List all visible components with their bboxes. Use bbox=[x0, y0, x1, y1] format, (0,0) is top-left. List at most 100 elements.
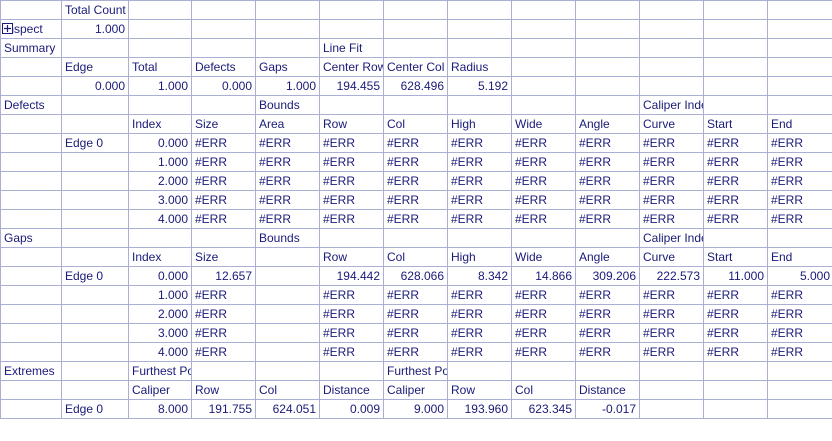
cell-summary-gaps[interactable]: 1.000 bbox=[255, 76, 320, 96]
cell-gaps-col[interactable]: #ERR bbox=[383, 304, 448, 324]
cell-gaps-angle[interactable]: #ERR bbox=[575, 323, 640, 343]
header-summary-edge[interactable]: Edge bbox=[61, 57, 129, 77]
cell-empty[interactable] bbox=[0, 285, 62, 305]
header-extremes-row-2[interactable]: Row bbox=[447, 380, 512, 400]
cell-empty[interactable] bbox=[703, 38, 768, 58]
cell-defects-curve[interactable]: #ERR bbox=[639, 152, 704, 172]
cell-empty[interactable] bbox=[191, 95, 256, 115]
cell-summary-defects[interactable]: 0.000 bbox=[191, 76, 256, 96]
table-row-inspect[interactable]: Inspect 1.000 bbox=[0, 19, 832, 39]
cell-gaps-wide[interactable]: #ERR bbox=[511, 323, 576, 343]
cell-empty[interactable] bbox=[0, 152, 62, 172]
cell-empty[interactable] bbox=[639, 0, 704, 20]
cell-defects-area[interactable]: #ERR bbox=[255, 209, 320, 229]
table-row-extremes-title[interactable]: Extremes Furthest Point 1 Furthest Point… bbox=[0, 361, 832, 381]
table-row[interactable]: Total Count bbox=[0, 0, 832, 20]
header-gaps-col[interactable]: Col bbox=[383, 247, 448, 267]
cell-defects-edge-label[interactable] bbox=[61, 152, 129, 172]
cell-defects-index[interactable]: 2.000 bbox=[128, 171, 192, 191]
cell-gaps-end[interactable]: #ERR bbox=[767, 323, 832, 343]
cell-defects-area[interactable]: #ERR bbox=[255, 171, 320, 191]
cell-gaps-size[interactable]: 12.657 bbox=[191, 266, 256, 286]
cell-empty[interactable] bbox=[639, 380, 704, 400]
table-row[interactable]: 3.000 #ERR #ERR #ERR #ERR #ERR #ERR #ERR… bbox=[0, 190, 832, 210]
cell-extremes-distance-1[interactable]: 0.009 bbox=[319, 399, 384, 419]
cell-inspect-label[interactable]: Inspect bbox=[0, 19, 62, 39]
cell-gaps-end[interactable]: 5.000 bbox=[767, 266, 832, 286]
header-gaps-size[interactable]: Size bbox=[191, 247, 256, 267]
inspection-results-grid[interactable]: Total Count Inspect 1.000 bbox=[0, 0, 832, 419]
cell-gaps-edge-label[interactable] bbox=[61, 323, 129, 343]
cell-empty[interactable] bbox=[575, 76, 640, 96]
cell-empty[interactable] bbox=[575, 57, 640, 77]
cell-empty[interactable] bbox=[128, 95, 192, 115]
cell-gaps-area[interactable] bbox=[255, 285, 320, 305]
cell-defects-wide[interactable]: #ERR bbox=[511, 152, 576, 172]
cell-defects-edge-label[interactable] bbox=[61, 190, 129, 210]
cell-defects-end[interactable]: #ERR bbox=[767, 209, 832, 229]
cell-defects-angle[interactable]: #ERR bbox=[575, 190, 640, 210]
cell-defects-col[interactable]: #ERR bbox=[383, 152, 448, 172]
cell-empty[interactable] bbox=[61, 247, 129, 267]
cell-line-fit-group-header[interactable]: Line Fit bbox=[319, 38, 384, 58]
cell-defects-high[interactable]: #ERR bbox=[447, 209, 512, 229]
cell-extremes-row-1[interactable]: 191.755 bbox=[191, 399, 256, 419]
cell-empty[interactable] bbox=[0, 209, 62, 229]
cell-gaps-index[interactable]: 2.000 bbox=[128, 304, 192, 324]
cell-defects-size[interactable]: #ERR bbox=[191, 152, 256, 172]
cell-summary-radius[interactable]: 5.192 bbox=[447, 76, 512, 96]
cell-defects-angle[interactable]: #ERR bbox=[575, 209, 640, 229]
cell-defects-angle[interactable]: #ERR bbox=[575, 171, 640, 191]
cell-defects-high[interactable]: #ERR bbox=[447, 190, 512, 210]
cell-gaps-row[interactable]: #ERR bbox=[319, 285, 384, 305]
header-gaps-wide[interactable]: Wide bbox=[511, 247, 576, 267]
cell-empty[interactable] bbox=[767, 228, 832, 248]
cell-gaps-start[interactable]: #ERR bbox=[703, 323, 768, 343]
cell-defects-end[interactable]: #ERR bbox=[767, 190, 832, 210]
cell-empty[interactable] bbox=[511, 38, 576, 58]
cell-defects-row[interactable]: #ERR bbox=[319, 209, 384, 229]
cell-gaps-start[interactable]: #ERR bbox=[703, 342, 768, 362]
cell-defects-end[interactable]: #ERR bbox=[767, 171, 832, 191]
cell-gaps-size[interactable]: #ERR bbox=[191, 304, 256, 324]
cell-defects-index[interactable]: 0.000 bbox=[128, 133, 192, 153]
cell-empty[interactable] bbox=[191, 38, 256, 58]
cell-gaps-col[interactable]: #ERR bbox=[383, 342, 448, 362]
cell-gaps-index[interactable]: 0.000 bbox=[128, 266, 192, 286]
cell-empty[interactable] bbox=[511, 0, 576, 20]
cell-extremes-label[interactable]: Extremes bbox=[0, 361, 62, 381]
header-defects-curve[interactable]: Curve bbox=[639, 114, 704, 134]
cell-empty[interactable] bbox=[767, 19, 832, 39]
cell-empty[interactable] bbox=[511, 76, 576, 96]
header-defects-end[interactable]: End bbox=[767, 114, 832, 134]
header-defects-index[interactable]: Index bbox=[128, 114, 192, 134]
cell-empty[interactable] bbox=[0, 342, 62, 362]
cell-gaps-edge-label[interactable] bbox=[61, 285, 129, 305]
table-row-summary-values[interactable]: 0.000 1.000 0.000 1.000 194.455 628.496 … bbox=[0, 76, 832, 96]
cell-empty[interactable] bbox=[128, 19, 192, 39]
cell-gaps-bounds-group-header[interactable]: Bounds bbox=[255, 228, 320, 248]
cell-empty[interactable] bbox=[0, 114, 62, 134]
cell-empty[interactable] bbox=[639, 361, 704, 381]
cell-gaps-curve[interactable]: #ERR bbox=[639, 323, 704, 343]
header-gaps-row[interactable]: Row bbox=[319, 247, 384, 267]
cell-empty[interactable] bbox=[767, 76, 832, 96]
cell-defects-angle[interactable]: #ERR bbox=[575, 133, 640, 153]
cell-gaps-col[interactable]: #ERR bbox=[383, 285, 448, 305]
cell-defects-edge-label[interactable] bbox=[61, 171, 129, 191]
cell-empty[interactable] bbox=[575, 0, 640, 20]
cell-defects-wide[interactable]: #ERR bbox=[511, 171, 576, 191]
cell-empty[interactable] bbox=[639, 399, 704, 419]
cell-empty[interactable] bbox=[703, 228, 768, 248]
cell-extremes-edge-label[interactable]: Edge 0 bbox=[61, 399, 129, 419]
cell-gaps-angle[interactable]: 309.206 bbox=[575, 266, 640, 286]
header-extremes-caliper-1[interactable]: Caliper bbox=[128, 380, 192, 400]
cell-empty[interactable] bbox=[767, 361, 832, 381]
header-defects-wide[interactable]: Wide bbox=[511, 114, 576, 134]
cell-empty[interactable] bbox=[703, 0, 768, 20]
cell-gaps-index[interactable]: 3.000 bbox=[128, 323, 192, 343]
header-defects-start[interactable]: Start bbox=[703, 114, 768, 134]
table-row[interactable]: 1.000 #ERR #ERR #ERR #ERR #ERR #ERR #ERR… bbox=[0, 152, 832, 172]
cell-defects-wide[interactable]: #ERR bbox=[511, 209, 576, 229]
cell-empty[interactable] bbox=[383, 19, 448, 39]
